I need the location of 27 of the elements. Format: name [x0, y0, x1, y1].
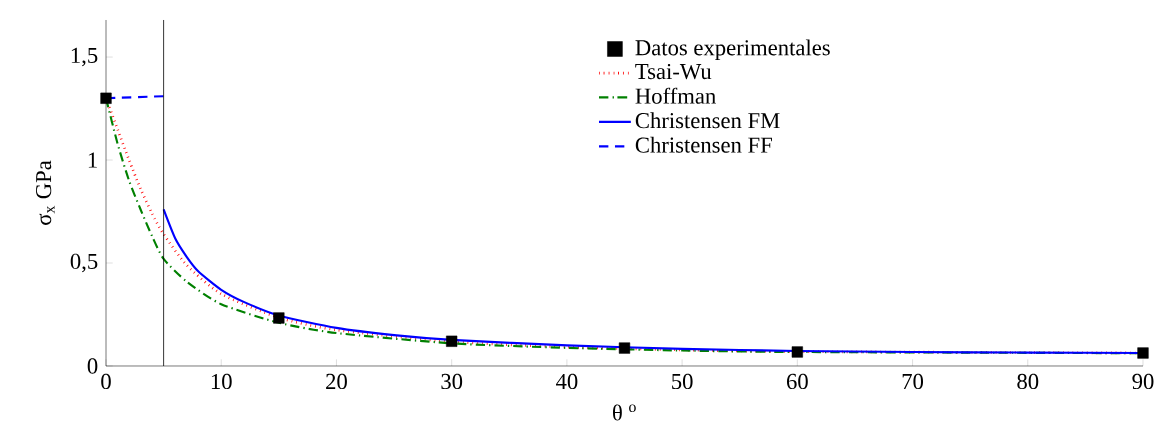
x-tick-label: 90	[1132, 373, 1154, 390]
x-tick-label: 60	[786, 373, 808, 390]
x-tick-label: 80	[1017, 373, 1039, 390]
x-tick-label: 30	[441, 373, 463, 390]
legend-label: Christensen FF	[635, 136, 772, 153]
y-tick-label: 1	[88, 152, 97, 168]
legend-label: Datos experimentales	[635, 39, 830, 60]
x-axis-title: θ $^{o}$	[613, 404, 636, 421]
y-tick-label: 0,5	[70, 253, 98, 273]
point	[791, 346, 803, 358]
x-tick-label: 10	[211, 373, 232, 390]
point	[100, 92, 112, 104]
legend-label: Hoffman	[635, 87, 716, 104]
x-tick-label: 50	[672, 373, 693, 390]
y-tick-label: 1,5	[71, 47, 98, 67]
x-tick-label: 0	[101, 373, 111, 390]
point	[618, 342, 631, 354]
point	[446, 335, 458, 347]
legend-label: Christensen FM	[635, 112, 780, 129]
y-tick-label: 0	[87, 358, 98, 374]
point	[273, 312, 285, 324]
x-tick-label: 70	[902, 373, 924, 390]
x-tick-label: 20	[326, 373, 347, 390]
x-tick-label: 40	[556, 373, 578, 390]
legend-label: Tsai-Wu	[635, 63, 712, 80]
point	[1137, 347, 1149, 359]
y-axis-title: σ$_{x}$ GPa	[36, 160, 55, 225]
